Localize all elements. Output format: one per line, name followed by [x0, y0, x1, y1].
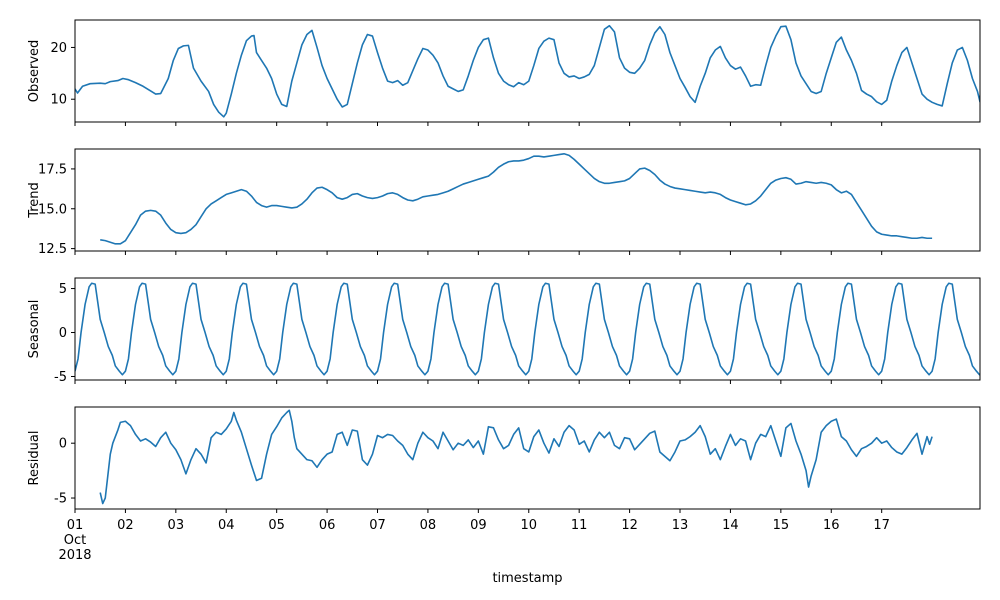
xtick-label: 10: [520, 518, 537, 533]
x-axis-label: timestamp: [492, 571, 562, 586]
residual-ytick-label: -5: [54, 492, 67, 507]
xtick-label: 06: [319, 518, 336, 533]
xtick-sublabel-month: Oct: [64, 533, 86, 548]
trend-ylabel: Trend: [27, 182, 42, 219]
seasonal-series-line: [75, 282, 980, 376]
panels-group: 1020Observed12.515.017.5Trend-505Seasona…: [27, 19, 981, 563]
xtick-label: 12: [621, 518, 638, 533]
residual-ylabel: Residual: [27, 431, 42, 486]
xtick-label: 09: [470, 518, 487, 533]
xtick-label: 13: [672, 518, 689, 533]
xtick-label: 03: [168, 518, 185, 533]
xtick-label: 04: [218, 518, 235, 533]
trend-ytick-label: 15.0: [38, 202, 67, 217]
residual-panel: -5 0 Residual: [27, 406, 981, 513]
seasonal-ytick-label: 0: [59, 326, 67, 341]
seasonal-ylabel: Seasonal: [27, 300, 42, 359]
trend-series-line: [100, 152, 933, 245]
xtick-label: 01: [67, 518, 84, 533]
xtick-sublabel-year: 2018: [58, 548, 91, 563]
xtick-label: 15: [773, 518, 790, 533]
observed-panel: 10 20 Observed: [27, 19, 981, 126]
residual-series-line: [99, 409, 933, 505]
xtick-label: 05: [268, 518, 285, 533]
xtick-label: 14: [722, 518, 739, 533]
trend-axes-frame: [74, 148, 981, 252]
xtick-label: 02: [117, 518, 134, 533]
seasonal-ytick-label: -5: [54, 370, 67, 385]
observed-axes-frame: [74, 19, 981, 123]
xtick-label: 11: [571, 518, 588, 533]
residual-axes-frame: [74, 406, 981, 510]
xtick-label: 08: [420, 518, 437, 533]
observed-series-line: [75, 24, 980, 118]
trend-ytick-label: 17.5: [38, 162, 67, 177]
observed-ylabel: Observed: [27, 40, 42, 103]
xtick-label: 16: [823, 518, 840, 533]
xtick-label: 17: [873, 518, 890, 533]
observed-ytick-label: 20: [50, 41, 67, 56]
observed-ytick-label: 10: [50, 93, 67, 108]
seasonal-ytick-label: 5: [59, 282, 67, 297]
seasonal-axes-frame: [74, 277, 981, 381]
trend-panel: 12.5 15.0 17.5 Trend: [27, 148, 981, 257]
xtick-label: 07: [369, 518, 386, 533]
residual-ytick-label: 0: [59, 437, 67, 452]
trend-ytick-label: 12.5: [38, 242, 67, 257]
seasonal-panel: -5 0 5 Seasonal: [27, 277, 981, 385]
